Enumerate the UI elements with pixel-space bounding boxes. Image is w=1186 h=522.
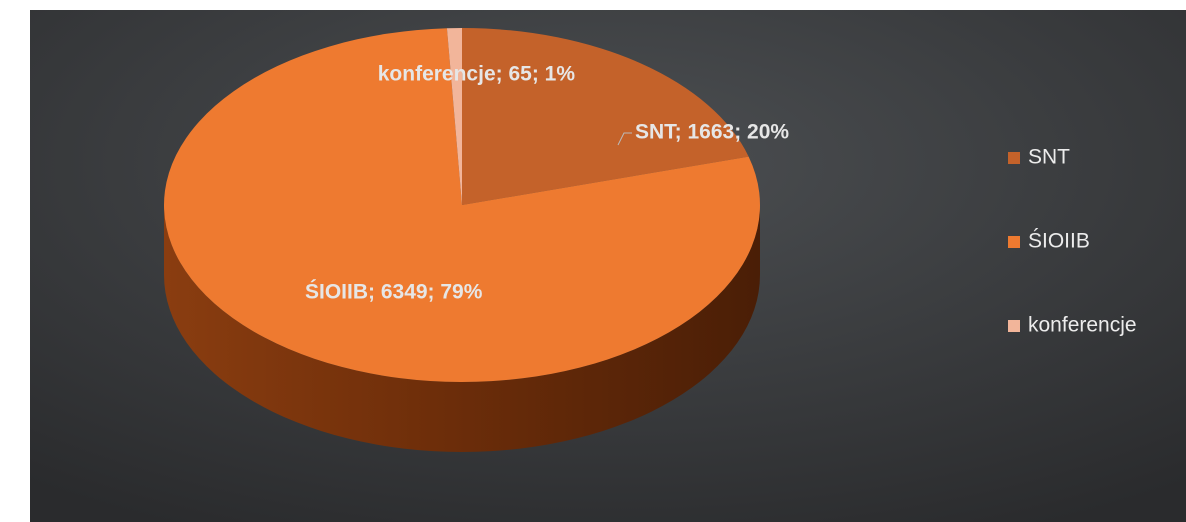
leader-line: [617, 132, 632, 146]
pie-slice: [164, 28, 761, 382]
pie: SNT; 1663; 20% ŚIOIIB; 6349; 79% konferenc…: [164, 28, 789, 452]
data-label: ŚIOIIB; 6349; 79%: [305, 280, 483, 304]
legend-label: SNT: [1028, 146, 1070, 169]
legend: SNT ŚIOIIB konferencje: [1008, 146, 1137, 337]
legend-label: konferencje: [1028, 314, 1137, 337]
data-label: konferencje; 65; 1%: [378, 63, 576, 86]
legend-marker: [1008, 236, 1020, 248]
pie-slice: [462, 28, 749, 205]
legend-marker: [1008, 152, 1020, 164]
legend-label: ŚIOIIB: [1028, 229, 1090, 253]
pie-slice-side: [164, 205, 760, 452]
data-label: SNT; 1663; 20%: [635, 121, 789, 144]
legend-marker: [1008, 320, 1020, 332]
pie-slice: [446, 28, 462, 205]
